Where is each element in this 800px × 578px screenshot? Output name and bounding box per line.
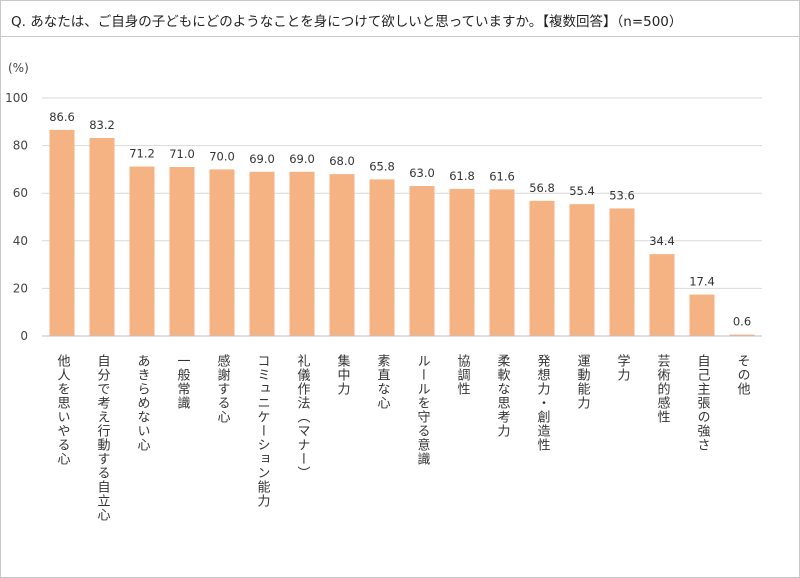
category-label: 自分で考え行動する自立心: [95, 354, 111, 522]
category-label: コミュニケーション能力: [255, 354, 271, 508]
bar: [169, 167, 195, 336]
bar: [689, 294, 715, 336]
category-label: 発想力・創造性: [535, 354, 551, 452]
bar-value-label: 61.6: [489, 169, 515, 183]
category-label: あきらめない心: [135, 354, 151, 452]
bar: [249, 171, 275, 336]
bar: [449, 188, 475, 336]
bar: [289, 171, 315, 336]
bar: [569, 204, 595, 336]
y-tick-label: 100: [5, 91, 28, 105]
bar: [209, 169, 235, 336]
bar-value-label: 0.6: [733, 315, 751, 329]
category-label: ルールを守る意識: [415, 354, 431, 466]
y-axis-unit: (%): [8, 61, 29, 75]
bar-value-label: 69.0: [289, 152, 315, 166]
category-label: 感謝する心: [215, 353, 231, 424]
bar-value-label: 71.2: [129, 147, 155, 161]
y-tick-label: 80: [13, 139, 28, 153]
question-title: Q. あなたは、ご自身の子どもにどのようなことを身につけて欲しいと思っていますか…: [1, 1, 799, 37]
category-label: 礼儀作法（マナー）: [295, 353, 311, 480]
y-tick-label: 60: [13, 186, 28, 200]
category-label: 協調性: [455, 354, 471, 396]
category-label: 他人を思いやる心: [55, 354, 71, 466]
bar-value-label: 71.0: [169, 147, 195, 161]
bar-value-label: 63.0: [409, 166, 435, 180]
bar: [49, 129, 75, 336]
category-label: 一般常識: [175, 354, 191, 410]
bar-value-label: 56.8: [529, 181, 555, 195]
bar: [369, 179, 395, 336]
bar: [89, 137, 115, 336]
bar-value-label: 69.0: [249, 152, 275, 166]
category-label: 芸術的感性: [655, 353, 671, 424]
category-label: 運動能力: [575, 354, 591, 410]
category-label: 柔軟な思考力: [495, 354, 511, 438]
bar-value-label: 55.4: [569, 184, 595, 198]
bar-value-label: 65.8: [369, 159, 395, 173]
bar: [609, 208, 635, 336]
category-label: 素直な心: [375, 354, 391, 410]
y-tick-label: 20: [13, 281, 28, 295]
category-label: 学力: [615, 353, 631, 382]
bar: [649, 254, 675, 336]
bar-value-label: 70.0: [209, 149, 235, 163]
bar-value-label: 68.0: [329, 154, 355, 168]
category-label: 自己主張の強さ: [695, 354, 711, 452]
bar: [409, 186, 435, 336]
y-tick-label: 40: [13, 234, 28, 248]
bar-value-label: 61.8: [449, 169, 475, 183]
bar-value-label: 34.4: [649, 234, 675, 248]
bar: [529, 200, 555, 336]
category-label: その他: [735, 354, 751, 396]
bar: [329, 174, 355, 336]
bar-value-label: 53.6: [609, 188, 635, 202]
bar-value-label: 17.4: [689, 275, 715, 289]
bar: [489, 189, 515, 336]
bar-value-label: 83.2: [89, 118, 115, 132]
bar: [729, 334, 755, 336]
bar-value-label: 86.6: [49, 110, 75, 124]
bar: [129, 166, 155, 336]
category-label: 集中力: [335, 353, 351, 396]
y-tick-label: 0: [20, 329, 28, 343]
